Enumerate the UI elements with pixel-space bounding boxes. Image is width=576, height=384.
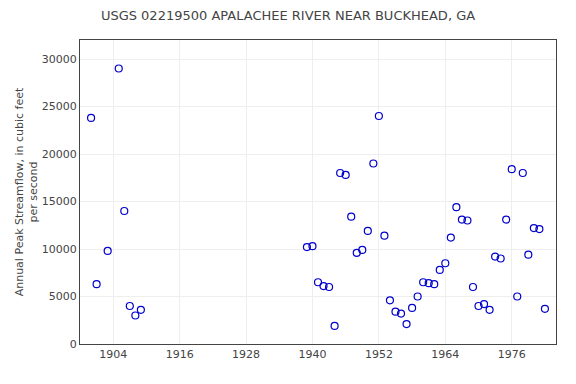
svg-text:5000: 5000	[49, 290, 77, 303]
svg-text:1976: 1976	[498, 348, 526, 361]
svg-text:10000: 10000	[42, 243, 77, 256]
svg-text:20000: 20000	[42, 148, 77, 161]
svg-text:25000: 25000	[42, 100, 77, 113]
svg-text:0: 0	[70, 338, 77, 351]
svg-text:1928: 1928	[232, 348, 260, 361]
svg-text:Annual Peak Streamflow, in cub: Annual Peak Streamflow, in cubic feetper…	[13, 87, 40, 296]
svg-text:USGS 02219500 APALACHEE RIVER: USGS 02219500 APALACHEE RIVER NEAR BUCKH…	[101, 8, 475, 23]
svg-text:1952: 1952	[365, 348, 393, 361]
svg-text:1940: 1940	[298, 348, 326, 361]
svg-text:1916: 1916	[166, 348, 194, 361]
svg-text:15000: 15000	[42, 195, 77, 208]
svg-text:1904: 1904	[99, 348, 127, 361]
svg-text:1964: 1964	[431, 348, 459, 361]
svg-text:30000: 30000	[42, 53, 77, 66]
